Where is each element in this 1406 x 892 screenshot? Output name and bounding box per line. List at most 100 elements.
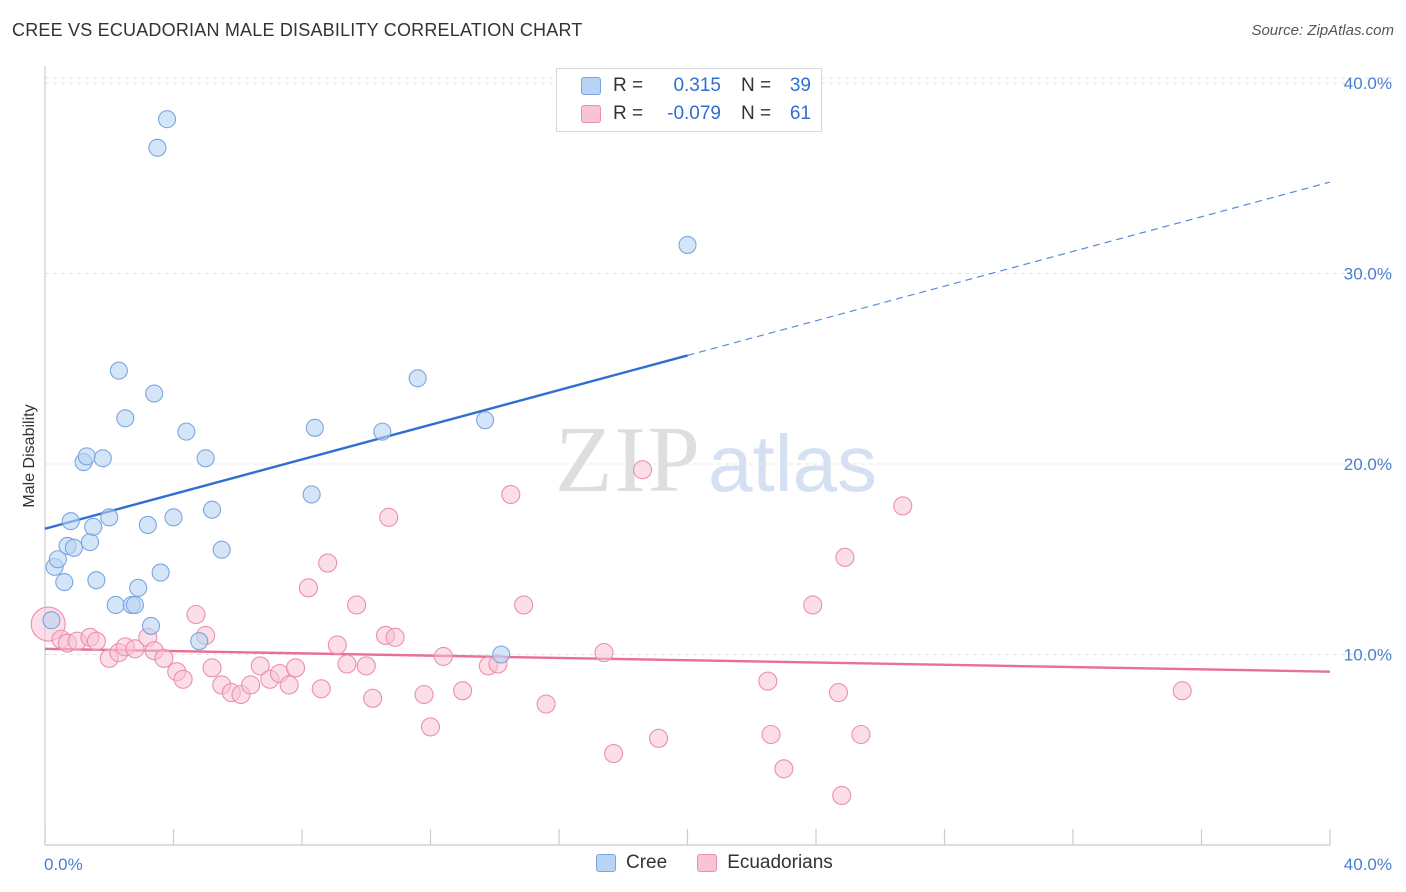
cree-point bbox=[151, 563, 170, 582]
ecuadorians-point bbox=[154, 648, 174, 668]
cree-point bbox=[55, 573, 74, 592]
ecuadorians-point bbox=[202, 658, 222, 678]
cree-point bbox=[158, 110, 177, 129]
cree-point bbox=[80, 533, 100, 552]
ecuadorians-point bbox=[318, 553, 338, 573]
chart-title: CREE VS ECUADORIAN MALE DISABILITY CORRE… bbox=[12, 20, 583, 40]
cree-point bbox=[678, 235, 697, 254]
ecuadorians-point bbox=[893, 496, 913, 516]
y-axis-label: Male Disability bbox=[21, 404, 38, 507]
cree-point bbox=[129, 578, 148, 597]
ecuadorians-point bbox=[514, 595, 534, 615]
cree-point bbox=[141, 616, 161, 635]
bottom-legend-label-cree: Cree bbox=[626, 852, 668, 873]
legend-swatch-ecuadorians bbox=[581, 105, 601, 123]
legend-row-cree: R = 0.315 N = 39 bbox=[557, 72, 811, 100]
ecuadorians-point bbox=[86, 631, 106, 651]
cree-point bbox=[116, 409, 135, 428]
ecuadorians-point bbox=[241, 675, 261, 695]
bottom-legend: Cree Ecuadorians bbox=[596, 852, 833, 874]
cree-point bbox=[84, 517, 103, 536]
cree-point bbox=[203, 500, 222, 519]
cree-point bbox=[196, 449, 215, 468]
cree-point bbox=[77, 447, 96, 466]
cree-point bbox=[492, 645, 511, 664]
ecuadorians-point bbox=[632, 460, 653, 480]
ecuadorians-point bbox=[758, 671, 778, 691]
ecuadorians-point bbox=[414, 684, 434, 705]
legend-row-ecuadorians: R = -0.079 N = 61 bbox=[557, 100, 811, 128]
cree-point bbox=[212, 540, 231, 559]
ecuadorians-point bbox=[379, 507, 399, 527]
cree-point bbox=[177, 422, 196, 441]
source-credit: Source: ZipAtlas.com bbox=[1251, 22, 1394, 39]
ecuadorians-point bbox=[337, 654, 357, 674]
cree-point bbox=[109, 361, 128, 380]
legend-r-label: R = bbox=[613, 75, 644, 96]
ecuadorians-point bbox=[186, 604, 206, 625]
legend: R = 0.315 N = 39 R = -0.079 N = 61 bbox=[556, 68, 822, 132]
ecuadorians-point bbox=[594, 643, 614, 663]
legend-n-label: N = bbox=[741, 75, 772, 96]
legend-swatch-cree bbox=[581, 77, 601, 95]
ecuadorians-point bbox=[173, 669, 193, 689]
ecuadorians-point bbox=[250, 656, 270, 676]
ecuadorians-point bbox=[501, 484, 521, 505]
cree-point bbox=[48, 550, 67, 569]
ecuadorians-point bbox=[327, 635, 347, 655]
ecuadorians-point bbox=[356, 656, 376, 676]
ecuadorians-point bbox=[363, 688, 383, 708]
legend-r-label: R = bbox=[613, 103, 644, 124]
legend-n-label: N = bbox=[741, 103, 772, 124]
trend-line-ecuadorians bbox=[44, 647, 1331, 673]
trend-lines bbox=[44, 181, 1331, 673]
legend-r-value: 0.315 bbox=[673, 75, 721, 96]
ecuadorians-point bbox=[347, 595, 367, 615]
ecuadorians-point bbox=[761, 724, 781, 745]
x-tick-label: 40.0% bbox=[1344, 855, 1392, 874]
trend-line-cree bbox=[44, 354, 688, 530]
ecuadorians-point bbox=[828, 683, 849, 703]
ecuadorians-point bbox=[803, 595, 823, 615]
data-points bbox=[30, 110, 1192, 806]
y-tick-label: 10.0% bbox=[1344, 646, 1392, 665]
watermark-zip: ZIP bbox=[555, 408, 702, 512]
ecuadorians-point bbox=[832, 785, 852, 806]
cree-point bbox=[145, 384, 164, 403]
cree-point bbox=[302, 485, 321, 504]
ecuadorians-point bbox=[649, 728, 669, 748]
cree-point bbox=[42, 611, 61, 630]
cree-point bbox=[190, 632, 209, 651]
ecuadorians-point bbox=[125, 639, 145, 659]
bottom-legend-swatch-cree bbox=[596, 854, 616, 872]
cree-point bbox=[106, 595, 125, 615]
legend-r-value: -0.079 bbox=[667, 103, 721, 124]
cree-point bbox=[373, 422, 392, 441]
bottom-legend-label-ecuadorians: Ecuadorians bbox=[727, 852, 833, 873]
cree-point bbox=[61, 512, 80, 531]
y-tick-label: 40.0% bbox=[1344, 74, 1392, 93]
bottom-legend-swatch-ecuadorians bbox=[697, 854, 718, 872]
axes bbox=[44, 66, 1331, 846]
cree-point bbox=[93, 449, 112, 468]
grid-lines bbox=[45, 77, 1392, 655]
legend-n-value: 39 bbox=[789, 75, 811, 96]
x-tick-label: 0.0% bbox=[44, 855, 83, 874]
y-tick-label: 20.0% bbox=[1344, 455, 1392, 474]
ecuadorians-point bbox=[298, 578, 318, 598]
cree-point bbox=[305, 418, 324, 437]
cree-point bbox=[87, 571, 106, 590]
ecuadorians-point bbox=[1172, 681, 1192, 701]
ecuadorians-point bbox=[536, 694, 556, 714]
cree-point bbox=[64, 538, 83, 557]
cree-point bbox=[125, 595, 144, 615]
ecuadorians-point bbox=[453, 681, 473, 701]
trend-line-cree-extension bbox=[687, 181, 1331, 356]
cree-point bbox=[476, 411, 495, 430]
ecuadorians-point bbox=[835, 547, 855, 567]
cree-point bbox=[100, 508, 119, 527]
legend-n-value: 61 bbox=[789, 103, 811, 124]
tick-labels: 10.0% 20.0% 30.0% 40.0% 0.0% 40.0% bbox=[44, 74, 1392, 874]
ecuadorians-point bbox=[851, 724, 871, 745]
